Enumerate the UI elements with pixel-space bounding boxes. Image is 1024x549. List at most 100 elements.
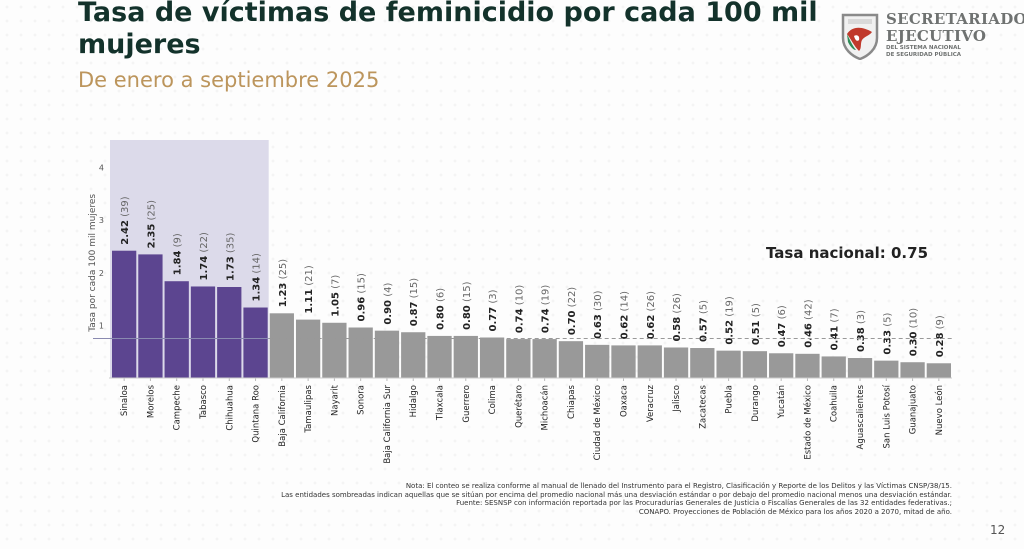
bar (348, 327, 373, 378)
x-tick-label: Guanajuato (909, 385, 919, 434)
data-label: 1.34 (14) (252, 253, 263, 301)
shield-emblem-icon (841, 13, 879, 60)
x-tick-label: Sinaloa (120, 385, 130, 416)
secretariado-logo: SECRETARIADO EJECUTIVO DEL SISTEMA NACIO… (840, 10, 1024, 62)
data-label: 0.80 (6) (436, 288, 447, 330)
page-number: 12 (990, 523, 1006, 537)
bar (479, 337, 505, 378)
bar (558, 341, 584, 378)
national-rate-label: Tasa nacional: 0.75 (766, 244, 929, 262)
data-label: 1.05 (7) (330, 275, 341, 317)
data-label: 0.57 (5) (698, 300, 709, 342)
bar (611, 345, 636, 378)
x-tick-label: Querétaro (513, 385, 524, 428)
data-label: 2.42 (39) (120, 196, 131, 244)
data-label: 0.77 (3) (488, 289, 499, 331)
data-label: 0.96 (15) (357, 273, 368, 321)
x-tick-label: Michoacán (541, 385, 551, 430)
x-tick-label: Sonora (357, 385, 367, 415)
logo-line-1: SECRETARIADO (886, 10, 1024, 28)
x-tick-label: Jalisco (672, 385, 682, 413)
data-label: 0.41 (7) (830, 308, 841, 350)
y-tick-label: 1 (99, 321, 104, 330)
bar (295, 319, 321, 378)
x-tick-label: Nayarit (330, 384, 340, 416)
bar (742, 351, 768, 378)
bar (453, 335, 478, 378)
bar (663, 347, 689, 378)
bar (269, 313, 294, 378)
x-tick-label: Baja California (278, 385, 288, 447)
bar (716, 350, 741, 378)
data-label: 0.28 (9) (935, 315, 946, 357)
data-label: 0.62 (26) (646, 291, 657, 339)
data-label: 0.63 (30) (593, 290, 604, 338)
data-label: 0.74 (10) (514, 285, 525, 333)
y-tick-label: 4 (99, 164, 104, 173)
bar (190, 286, 216, 378)
data-label: 0.51 (5) (751, 303, 762, 345)
bar (637, 345, 662, 378)
bar (874, 360, 899, 378)
data-label: 0.58 (26) (672, 293, 683, 341)
x-tick-label: Nuevo León (934, 385, 945, 435)
x-tick-label: Guerrero (462, 385, 472, 423)
note-line: Las entidades sombreadas indican aquella… (281, 490, 952, 499)
x-tick-label: Morelos (146, 384, 156, 418)
x-tick-label: Durango (751, 385, 761, 422)
x-tick-label: Hidalgo (409, 385, 419, 417)
data-label: 1.73 (35) (225, 233, 236, 281)
x-tick-label: San Luis Potosí (882, 384, 892, 448)
data-label: 0.38 (3) (856, 310, 867, 352)
y-tick-label: 2 (99, 269, 104, 278)
x-tick-label: Veracruz (646, 384, 656, 422)
bar (795, 353, 820, 378)
x-tick-label: Yucatán (777, 385, 787, 419)
bar (374, 330, 400, 378)
data-label: 0.87 (15) (409, 278, 420, 326)
data-label: 1.23 (25) (278, 259, 289, 307)
data-label: 2.35 (25) (146, 200, 157, 248)
x-tick-label: Tlaxcala (436, 385, 446, 421)
bar (821, 356, 846, 378)
bar (532, 339, 557, 378)
page-title: Tasa de víctimas de feminicidio por cada… (78, 0, 818, 60)
bar (769, 353, 794, 378)
data-label: 1.84 (9) (173, 233, 184, 275)
data-label: 0.47 (6) (777, 305, 788, 347)
bar (243, 307, 268, 378)
x-tick-label: Coahuila (830, 385, 840, 422)
note-line: Fuente: SESNSP con información reportada… (456, 499, 952, 508)
x-tick-label: Estado de México (802, 385, 813, 460)
x-tick-label: Aguascalientes (856, 384, 866, 449)
bar (900, 362, 925, 378)
note-line: CONAPO. Proyecciones de Población de Méx… (638, 507, 952, 516)
logo-line-3: DEL SISTEMA NACIONAL (886, 45, 961, 51)
data-label: 0.30 (10) (909, 308, 920, 356)
data-label: 0.70 (22) (567, 287, 578, 335)
note-line: Nota: El conteo se realiza conforme al m… (405, 482, 952, 490)
logo-line-2: EJECUTIVO (886, 27, 987, 45)
x-tick-label: Chiapas (567, 384, 577, 418)
x-tick-label: Colima (488, 385, 498, 414)
logo-subtitle: DEL SISTEMA NACIONAL DE SEGURIDAD PÚBLIC… (886, 45, 961, 59)
y-axis-label: Tasa por cada 100 mil mujeres (88, 194, 98, 333)
page-subtitle: De enero a septiembre 2025 (78, 68, 380, 92)
x-tick-label: Puebla (725, 385, 735, 414)
data-label: 0.90 (4) (383, 283, 394, 325)
bar (401, 332, 426, 378)
data-label: 0.46 (42) (803, 299, 814, 347)
logo-line-4: DE SEGURIDAD PÚBLICA (886, 52, 962, 58)
footnotes: Nota: El conteo se realiza conforme al m… (152, 482, 952, 516)
data-label: 0.62 (14) (619, 291, 630, 339)
bar (847, 358, 873, 378)
data-label: 0.74 (19) (541, 285, 552, 333)
bar (164, 281, 189, 378)
data-label: 1.11 (21) (304, 265, 315, 313)
bar (322, 322, 347, 378)
data-label: 0.52 (19) (725, 296, 736, 344)
bar (112, 250, 137, 378)
y-tick-label: 3 (99, 216, 104, 225)
x-tick-label: Baja California Sur (383, 384, 393, 463)
